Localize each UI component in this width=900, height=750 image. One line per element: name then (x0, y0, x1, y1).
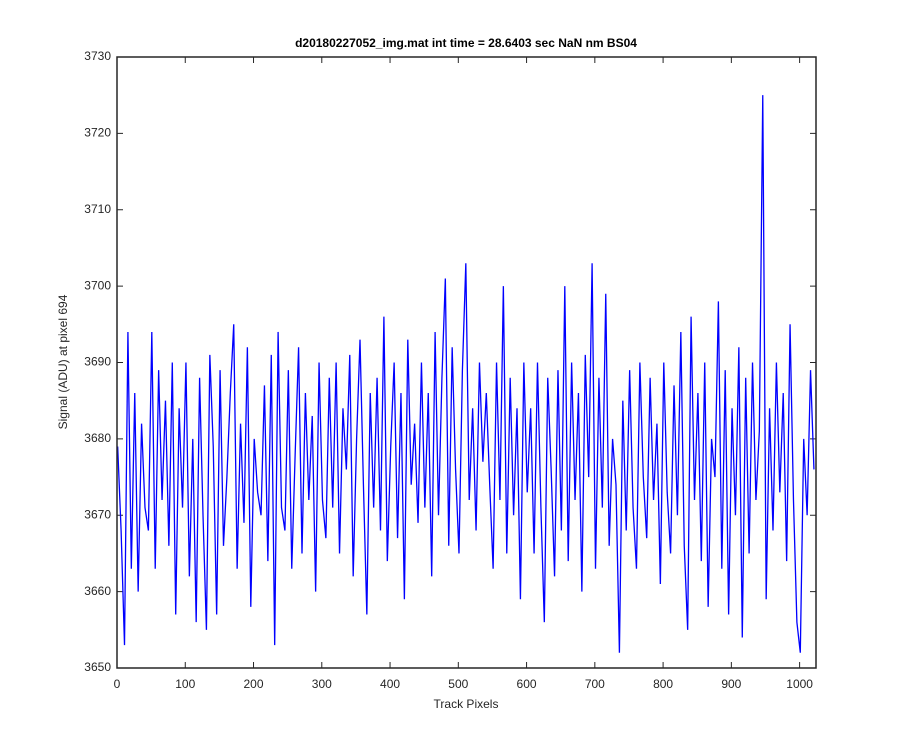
x-tick-label: 0 (114, 677, 121, 691)
y-tick-label: 3690 (84, 355, 111, 369)
y-tick-label: 3650 (84, 660, 111, 674)
x-tick-label: 800 (653, 677, 673, 691)
y-axis-label: Signal (ADU) at pixel 694 (56, 294, 70, 429)
x-tick-label: 100 (175, 677, 195, 691)
x-tick-label: 400 (380, 677, 400, 691)
x-tick-label: 900 (721, 677, 741, 691)
x-tick-label: 1000 (786, 677, 813, 691)
y-tick-label: 3710 (84, 202, 111, 216)
y-tick-label: 3670 (84, 507, 111, 521)
x-tick-label: 500 (448, 677, 468, 691)
plot-frame (116, 56, 817, 669)
y-tick-label: 3730 (84, 49, 111, 63)
x-tick-label: 700 (585, 677, 605, 691)
x-tick-label: 200 (244, 677, 264, 691)
y-tick-label: 3660 (84, 584, 111, 598)
y-tick-label: 3680 (84, 431, 111, 445)
x-tick-label: 600 (517, 677, 537, 691)
chart-title: d20180227052_img.mat int time = 28.6403 … (295, 36, 637, 50)
y-tick-label: 3720 (84, 126, 111, 140)
x-tick-label: 300 (312, 677, 332, 691)
data-line (117, 95, 815, 653)
x-axis-label: Track Pixels (434, 697, 499, 711)
y-tick-label: 3700 (84, 278, 111, 292)
